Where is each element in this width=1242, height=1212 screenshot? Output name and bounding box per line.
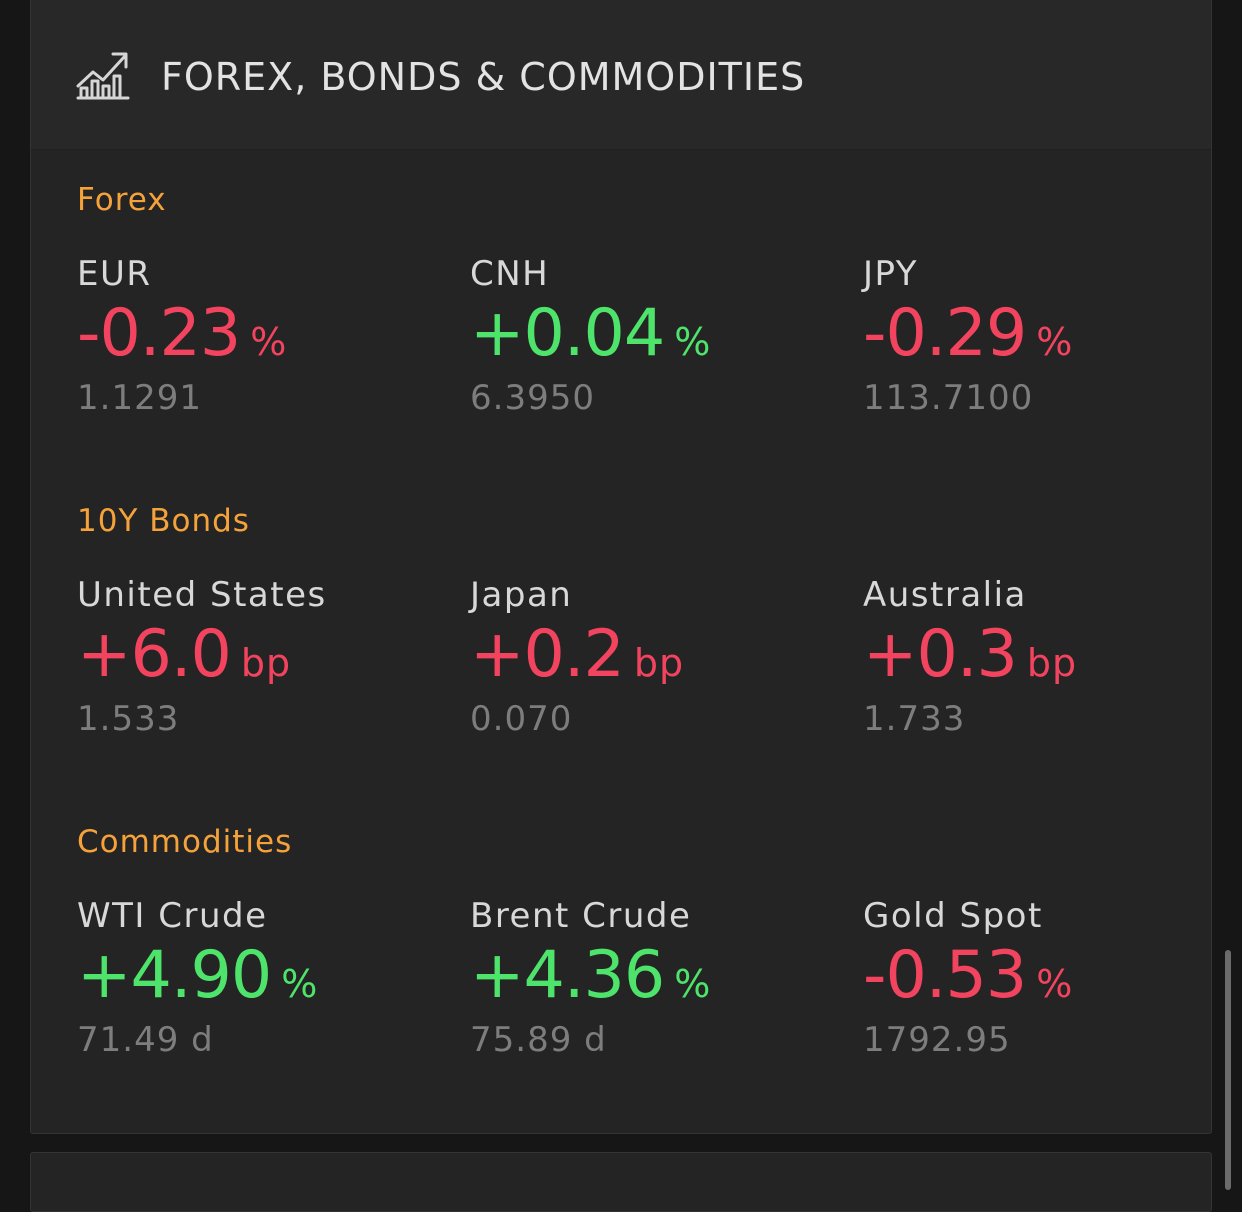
change-value: -0.29 [863,296,1027,371]
item-name: CNH [470,254,550,294]
change-value: +0.04 [470,296,665,371]
change-unit: % [281,962,319,1006]
price-value: 1.533 [77,699,180,739]
price-value: 1792.95 [863,1020,1011,1060]
price-value: 1.733 [863,699,966,739]
change-value: +0.2 [470,617,625,692]
market-item-united-states[interactable]: United States +6.0 bp 1.533 [77,575,457,739]
market-item-australia[interactable]: Australia +0.3 bp 1.733 [863,575,1242,739]
change-value: +0.3 [863,617,1018,692]
item-name: EUR [77,254,152,294]
section-title-forex: Forex [77,182,167,218]
scrollbar[interactable] [1225,950,1231,1190]
market-item-brent-crude[interactable]: Brent Crude +4.36% 75.89 d [470,896,850,1060]
price-value: 0.070 [470,699,573,739]
change-value: +4.36 [470,938,665,1013]
change-value: -0.53 [863,938,1027,1013]
change-row: +4.90% [77,940,457,1016]
price-value: 6.3950 [470,378,595,418]
change-unit: % [674,962,712,1006]
card-title: FOREX, BONDS & COMMODITIES [161,55,806,99]
section-title-bonds: 10Y Bonds [77,503,250,539]
card-header: FOREX, BONDS & COMMODITIES [31,0,1211,150]
market-item-japan[interactable]: Japan +0.2 bp 0.070 [470,575,850,739]
change-row: +0.2 bp [470,619,850,695]
markets-card: FOREX, BONDS & COMMODITIES Forex EUR -0.… [30,0,1212,1134]
market-item-gold-spot[interactable]: Gold Spot -0.53% 1792.95 [863,896,1242,1060]
market-item-jpy[interactable]: JPY -0.29% 113.7100 [863,254,1242,418]
chart-growth-icon [76,52,130,100]
item-name: Brent Crude [470,896,692,936]
change-unit: bp [1026,641,1078,685]
item-name: WTI Crude [77,896,268,936]
item-name: Gold Spot [863,896,1043,936]
change-row: -0.23% [77,298,457,374]
market-item-cnh[interactable]: CNH +0.04% 6.3950 [470,254,850,418]
change-unit: bp [240,641,292,685]
item-name: United States [77,575,327,615]
change-unit: % [674,320,712,364]
market-item-eur[interactable]: EUR -0.23% 1.1291 [77,254,457,418]
price-value: 113.7100 [863,378,1034,418]
change-row: +0.04% [470,298,850,374]
change-unit: % [250,320,288,364]
change-row: +6.0 bp [77,619,457,695]
item-name: Australia [863,575,1027,615]
change-row: -0.53% [863,940,1242,1016]
price-value: 71.49 d [77,1020,214,1060]
price-value: 75.89 d [470,1020,607,1060]
price-value: 1.1291 [77,378,202,418]
change-value: +6.0 [77,617,232,692]
change-unit: bp [633,641,685,685]
next-card [30,1152,1212,1212]
change-row: +4.36% [470,940,850,1016]
change-row: -0.29% [863,298,1242,374]
change-unit: % [1036,962,1074,1006]
change-row: +0.3 bp [863,619,1242,695]
change-unit: % [1036,320,1074,364]
item-name: Japan [470,575,573,615]
change-value: +4.90 [77,938,272,1013]
item-name: JPY [863,254,919,294]
section-title-commodities: Commodities [77,824,293,860]
change-value: -0.23 [77,296,241,371]
market-item-wti-crude[interactable]: WTI Crude +4.90% 71.49 d [77,896,457,1060]
